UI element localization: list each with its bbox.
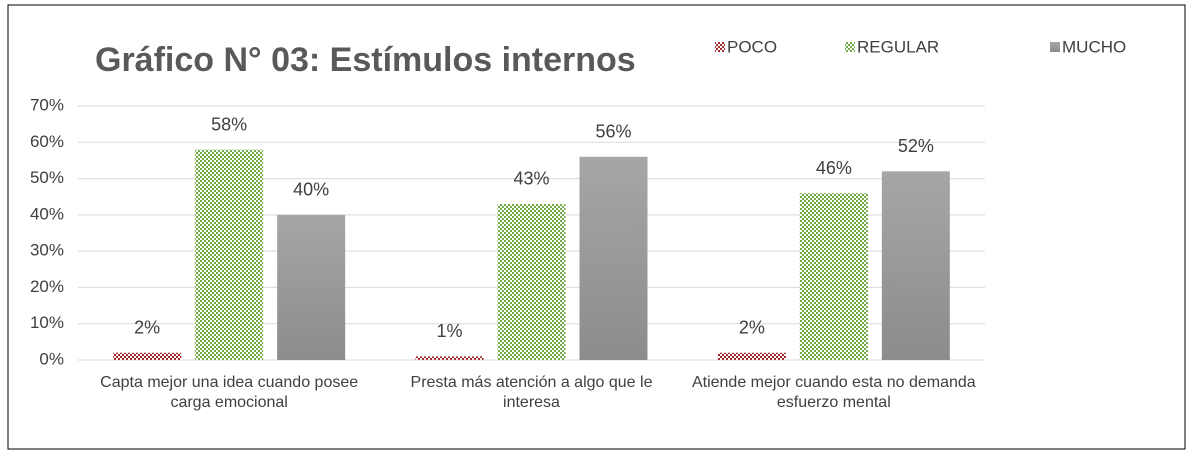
data-label: 46% xyxy=(816,158,852,178)
data-label: 1% xyxy=(436,321,462,341)
y-tick-label: 30% xyxy=(30,241,64,260)
chart-title: Gráfico N° 03: Estímulos internos xyxy=(95,41,636,79)
bar xyxy=(579,156,648,360)
bar xyxy=(277,214,346,360)
legend-swatch xyxy=(1050,42,1060,52)
data-label: 2% xyxy=(134,317,160,337)
y-tick-label: 10% xyxy=(30,313,64,332)
x-tick-label: Atiende mejor cuando esta no demanda esf… xyxy=(691,374,976,411)
data-label: 2% xyxy=(739,317,765,337)
data-label: 40% xyxy=(293,180,329,200)
data-label: 58% xyxy=(211,114,247,134)
y-tick-label: 60% xyxy=(30,132,64,151)
y-tick-label: 70% xyxy=(30,95,64,114)
x-tick-label: Capta mejor una idea cuando posee carga … xyxy=(100,374,359,411)
bar xyxy=(415,356,484,360)
legend-swatch xyxy=(845,42,855,52)
data-label: 52% xyxy=(898,136,934,156)
legend-label: POCO xyxy=(727,37,777,56)
legend-swatch xyxy=(715,42,725,52)
legend-label: REGULAR xyxy=(857,37,939,56)
bar xyxy=(799,193,868,360)
bar xyxy=(113,352,182,360)
y-tick-label: 50% xyxy=(30,168,64,187)
legend-label: MUCHO xyxy=(1062,37,1126,56)
bar xyxy=(195,149,264,360)
bar xyxy=(717,352,786,360)
data-label: 56% xyxy=(595,122,631,142)
x-tick-label: Presta más atención a algo que le intere… xyxy=(410,374,653,411)
bar xyxy=(497,203,566,360)
y-tick-label: 20% xyxy=(30,277,64,296)
bar xyxy=(881,171,950,360)
y-tick-label: 40% xyxy=(30,204,64,223)
data-label: 43% xyxy=(513,169,549,189)
y-tick-label: 0% xyxy=(39,349,64,368)
